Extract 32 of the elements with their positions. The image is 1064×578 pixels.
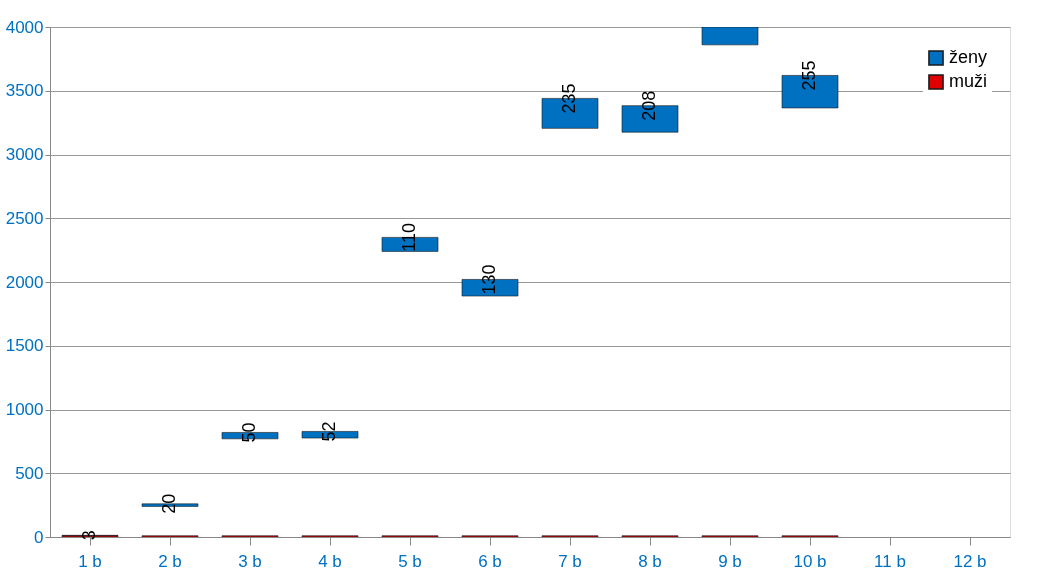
legend-label: ženy — [949, 47, 988, 67]
x-tick-label: 6 b — [478, 551, 502, 571]
y-tick-label: 0 — [34, 527, 44, 547]
data-label: 52 — [319, 421, 339, 442]
legend-label: muži — [949, 71, 988, 91]
data-label: 3 — [79, 530, 99, 541]
x-tick-label: 4 b — [318, 551, 342, 571]
data-label: 110 — [399, 223, 419, 252]
y-tick-label: 4000 — [5, 17, 44, 37]
y-tick-label: 2500 — [5, 208, 44, 228]
y-tick-label: 1000 — [5, 400, 44, 419]
x-tick-label: 10 b — [793, 551, 827, 571]
data-label: 255 — [799, 60, 819, 91]
data-label: 130 — [479, 264, 499, 295]
x-tick-label: 1 b — [78, 551, 102, 571]
data-label: 20 — [159, 493, 179, 514]
x-tick-label: 3 b — [238, 551, 262, 571]
y-tick-label: 1500 — [5, 336, 44, 356]
y-tick-label: 3500 — [5, 81, 44, 101]
x-tick-label: 8 b — [638, 551, 662, 571]
y-tick-label: 500 — [15, 463, 44, 483]
x-tick-label: 7 b — [558, 551, 582, 571]
x-tick-label: 12 b — [953, 551, 987, 571]
y-tick-label: 2000 — [5, 272, 44, 292]
data-label: 235 — [559, 83, 579, 114]
x-tick-label: 9 b — [718, 551, 742, 571]
data-label: 208 — [639, 90, 659, 121]
x-tick-label: 2 b — [158, 551, 182, 571]
x-tick-label: 11 b — [874, 551, 906, 571]
x-tick-label: 5 b — [398, 551, 422, 571]
y-tick-label: 3000 — [5, 145, 44, 164]
data-label: 50 — [239, 422, 259, 443]
